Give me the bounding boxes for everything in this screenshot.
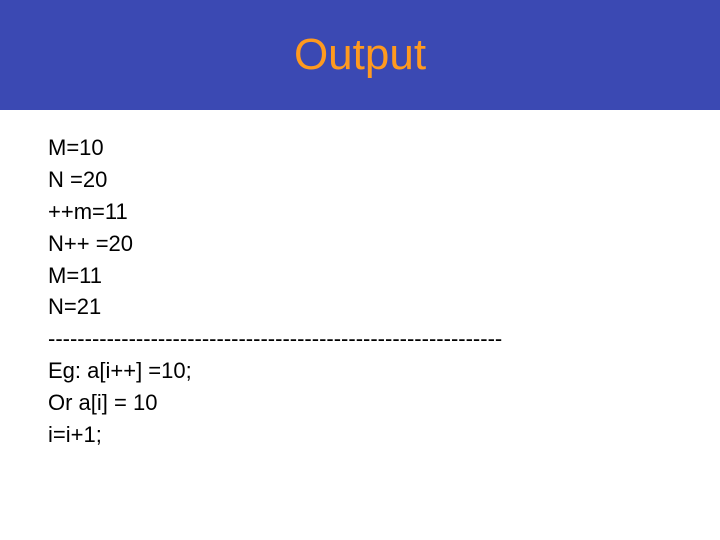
content-line: M=11 — [48, 260, 672, 292]
slide-title: Output — [294, 30, 426, 80]
content-line: N =20 — [48, 164, 672, 196]
content-line: M=10 — [48, 132, 672, 164]
content-line: N=21 — [48, 291, 672, 323]
content-line: ++m=11 — [48, 196, 672, 228]
content-line: N++ =20 — [48, 228, 672, 260]
content-line: Or a[i] = 10 — [48, 387, 672, 419]
slide-content: M=10 N =20 ++m=11 N++ =20 M=11 N=21 ----… — [0, 110, 720, 473]
content-line: i=i+1; — [48, 419, 672, 451]
content-line: ----------------------------------------… — [48, 323, 672, 355]
slide-header: Output — [0, 0, 720, 110]
content-line: Eg: a[i++] =10; — [48, 355, 672, 387]
